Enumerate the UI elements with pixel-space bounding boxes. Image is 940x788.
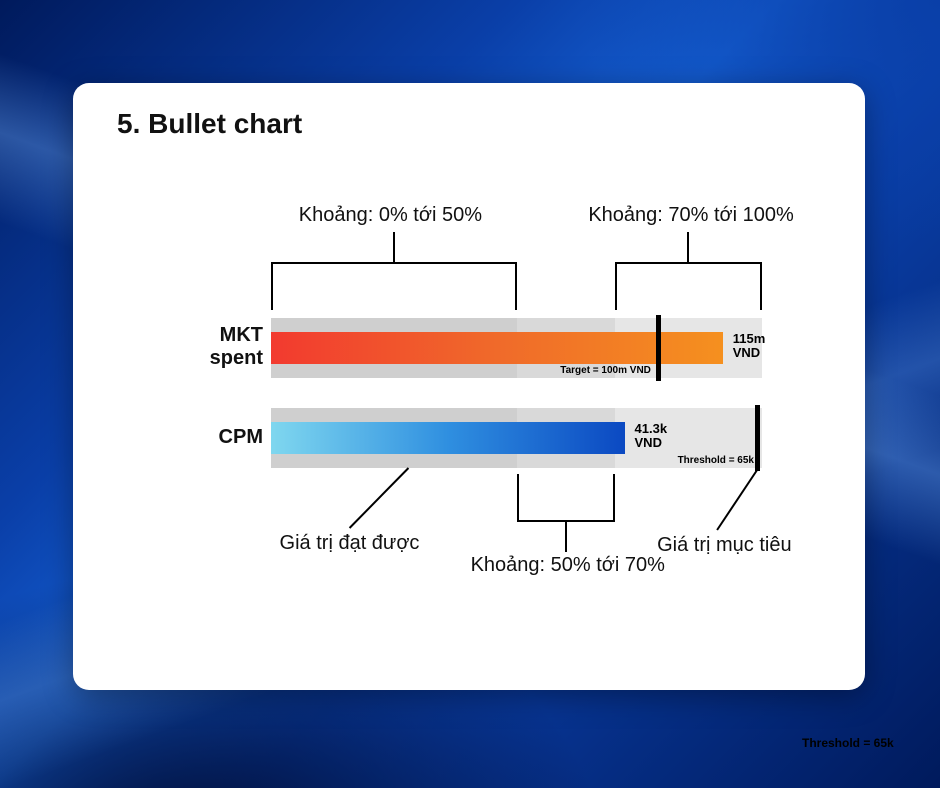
annotation-line bbox=[0, 0, 940, 788]
stray-threshold-text: Threshold = 65k bbox=[802, 736, 894, 750]
